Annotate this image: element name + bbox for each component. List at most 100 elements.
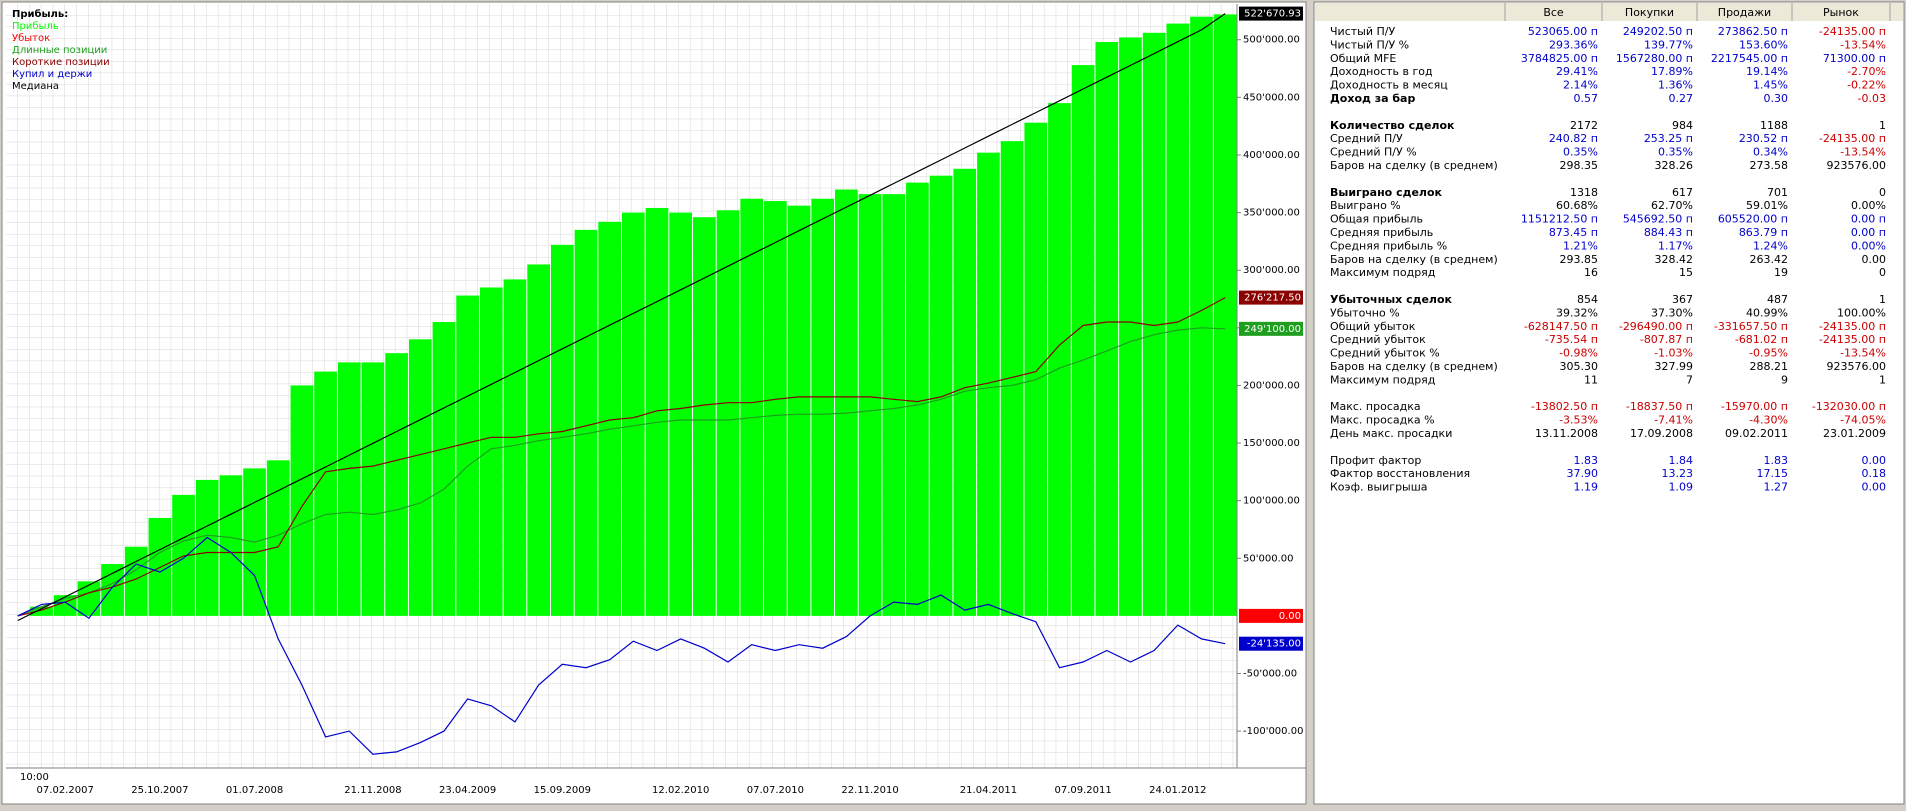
end-value-marker xyxy=(1239,290,1303,305)
row-label: Средний П/У xyxy=(1330,132,1403,145)
cell: 0.00% xyxy=(1851,239,1886,252)
cell: -0.03 xyxy=(1858,92,1886,105)
cell: 1.84 xyxy=(1669,454,1694,467)
cell: 59.01% xyxy=(1746,199,1788,212)
cell: 139.77% xyxy=(1644,38,1693,51)
cell: 2217545.00 п xyxy=(1711,52,1788,65)
end-value-label: 0.00 xyxy=(1279,611,1301,622)
cell: 288.21 xyxy=(1750,360,1789,373)
cell: -628147.50 п xyxy=(1524,320,1598,333)
cell: 1.09 xyxy=(1669,481,1694,494)
row-label: Коэф. выигрыша xyxy=(1330,481,1428,494)
x-tick-label: 25.10.2007 xyxy=(131,785,188,796)
bar xyxy=(1119,37,1142,616)
y-tick-label: 500'000.00 xyxy=(1243,35,1300,46)
line xyxy=(17,297,1226,617)
cell: 487 xyxy=(1767,293,1788,306)
cell: 23.01.2009 xyxy=(1823,427,1886,440)
cell: 37.90 xyxy=(1567,467,1599,480)
cell: -0.22% xyxy=(1847,79,1886,92)
legend-entry: Убыток xyxy=(12,33,50,44)
row-label: Средний убыток xyxy=(1330,333,1426,346)
legend-entry: Прибыль xyxy=(12,21,59,32)
column-header: Продажи xyxy=(1718,6,1771,19)
cell: 39.32% xyxy=(1556,306,1598,319)
cell: 249202.50 п xyxy=(1623,25,1693,38)
table-header xyxy=(1315,3,1903,21)
bar xyxy=(858,194,882,616)
row-label: Общий убыток xyxy=(1330,320,1416,333)
cell: 327.99 xyxy=(1655,360,1694,373)
y-tick-label: 300'000.00 xyxy=(1243,265,1300,276)
bar xyxy=(1024,122,1048,616)
bar xyxy=(1213,14,1237,616)
cell: 17.15 xyxy=(1757,467,1789,480)
cell: 40.99% xyxy=(1746,306,1788,319)
cell: 37.30% xyxy=(1651,306,1693,319)
row-label: Общий MFE xyxy=(1330,52,1396,65)
bar xyxy=(1071,65,1095,616)
bar xyxy=(1190,16,1213,616)
cell: 0.57 xyxy=(1574,92,1599,105)
end-value-marker xyxy=(1239,6,1303,21)
bar xyxy=(693,217,716,616)
cell: 1.36% xyxy=(1658,79,1693,92)
y-tick-label: 450'000.00 xyxy=(1243,92,1300,103)
cell: 298.35 xyxy=(1560,159,1599,172)
bar xyxy=(503,279,527,616)
legend-entry: Купил и держи xyxy=(12,69,92,80)
cell: -15970.00 п xyxy=(1721,400,1788,413)
bar xyxy=(408,339,432,616)
cell: 7 xyxy=(1686,373,1693,386)
bar xyxy=(574,229,598,616)
cell: 09.02.2011 xyxy=(1725,427,1788,440)
cell: 1318 xyxy=(1570,186,1598,199)
cell: -331657.50 п xyxy=(1714,320,1788,333)
cell: 328.26 xyxy=(1655,159,1694,172)
y-tick-label: 150'000.00 xyxy=(1243,438,1300,449)
legend-entry: Медиана xyxy=(12,81,59,92)
y-tick-label: 100'000.00 xyxy=(1243,496,1300,507)
bar xyxy=(290,385,314,616)
x-tick-label: 15.09.2009 xyxy=(534,785,591,796)
cell: 0.34% xyxy=(1753,146,1788,159)
cell: 71300.00 п xyxy=(1823,52,1886,65)
line xyxy=(17,327,1226,617)
row-label: Максимум подряд xyxy=(1330,266,1436,279)
end-value-label: 249'100.00 xyxy=(1244,324,1301,335)
bar xyxy=(550,244,574,616)
time-label: 10:00 xyxy=(20,772,49,783)
cell: 253.25 п xyxy=(1644,132,1693,145)
column-header: Все xyxy=(1543,6,1564,19)
cell: -132030.00 п xyxy=(1812,400,1886,413)
cell: 923576.00 xyxy=(1827,159,1887,172)
cell: 984 xyxy=(1672,119,1693,132)
cell: 1 xyxy=(1879,293,1886,306)
row-label: Количество сделок xyxy=(1330,119,1455,132)
cell: -24135.00 п xyxy=(1819,25,1886,38)
bar xyxy=(787,205,811,616)
cell: 523065.00 п xyxy=(1528,25,1598,38)
y-tick-label: 200'000.00 xyxy=(1243,380,1300,391)
cell: 328.42 xyxy=(1655,253,1694,266)
end-value-label: 522'670.93 xyxy=(1244,9,1301,20)
bar xyxy=(906,182,929,616)
cell: 1567280.00 п xyxy=(1616,52,1693,65)
cell: 273862.50 п xyxy=(1718,25,1788,38)
cell: -18837.50 п xyxy=(1626,400,1693,413)
row-label: Баров на сделку (в среднем) xyxy=(1330,253,1498,266)
cell: 1.24% xyxy=(1753,239,1788,252)
cell: 863.79 п xyxy=(1739,226,1788,239)
cell: 1 xyxy=(1879,373,1886,386)
row-label: День макс. просадки xyxy=(1330,427,1452,440)
cell: 2172 xyxy=(1570,119,1598,132)
bar xyxy=(30,606,53,616)
cell: 0.35% xyxy=(1658,146,1693,159)
end-value-marker xyxy=(1239,636,1303,651)
bar xyxy=(337,362,361,616)
x-tick-label: 07.02.2007 xyxy=(37,785,94,796)
bar xyxy=(266,460,290,616)
cell: 0.35% xyxy=(1563,146,1598,159)
cell: 923576.00 xyxy=(1827,360,1887,373)
cell: 293.36% xyxy=(1549,38,1598,51)
